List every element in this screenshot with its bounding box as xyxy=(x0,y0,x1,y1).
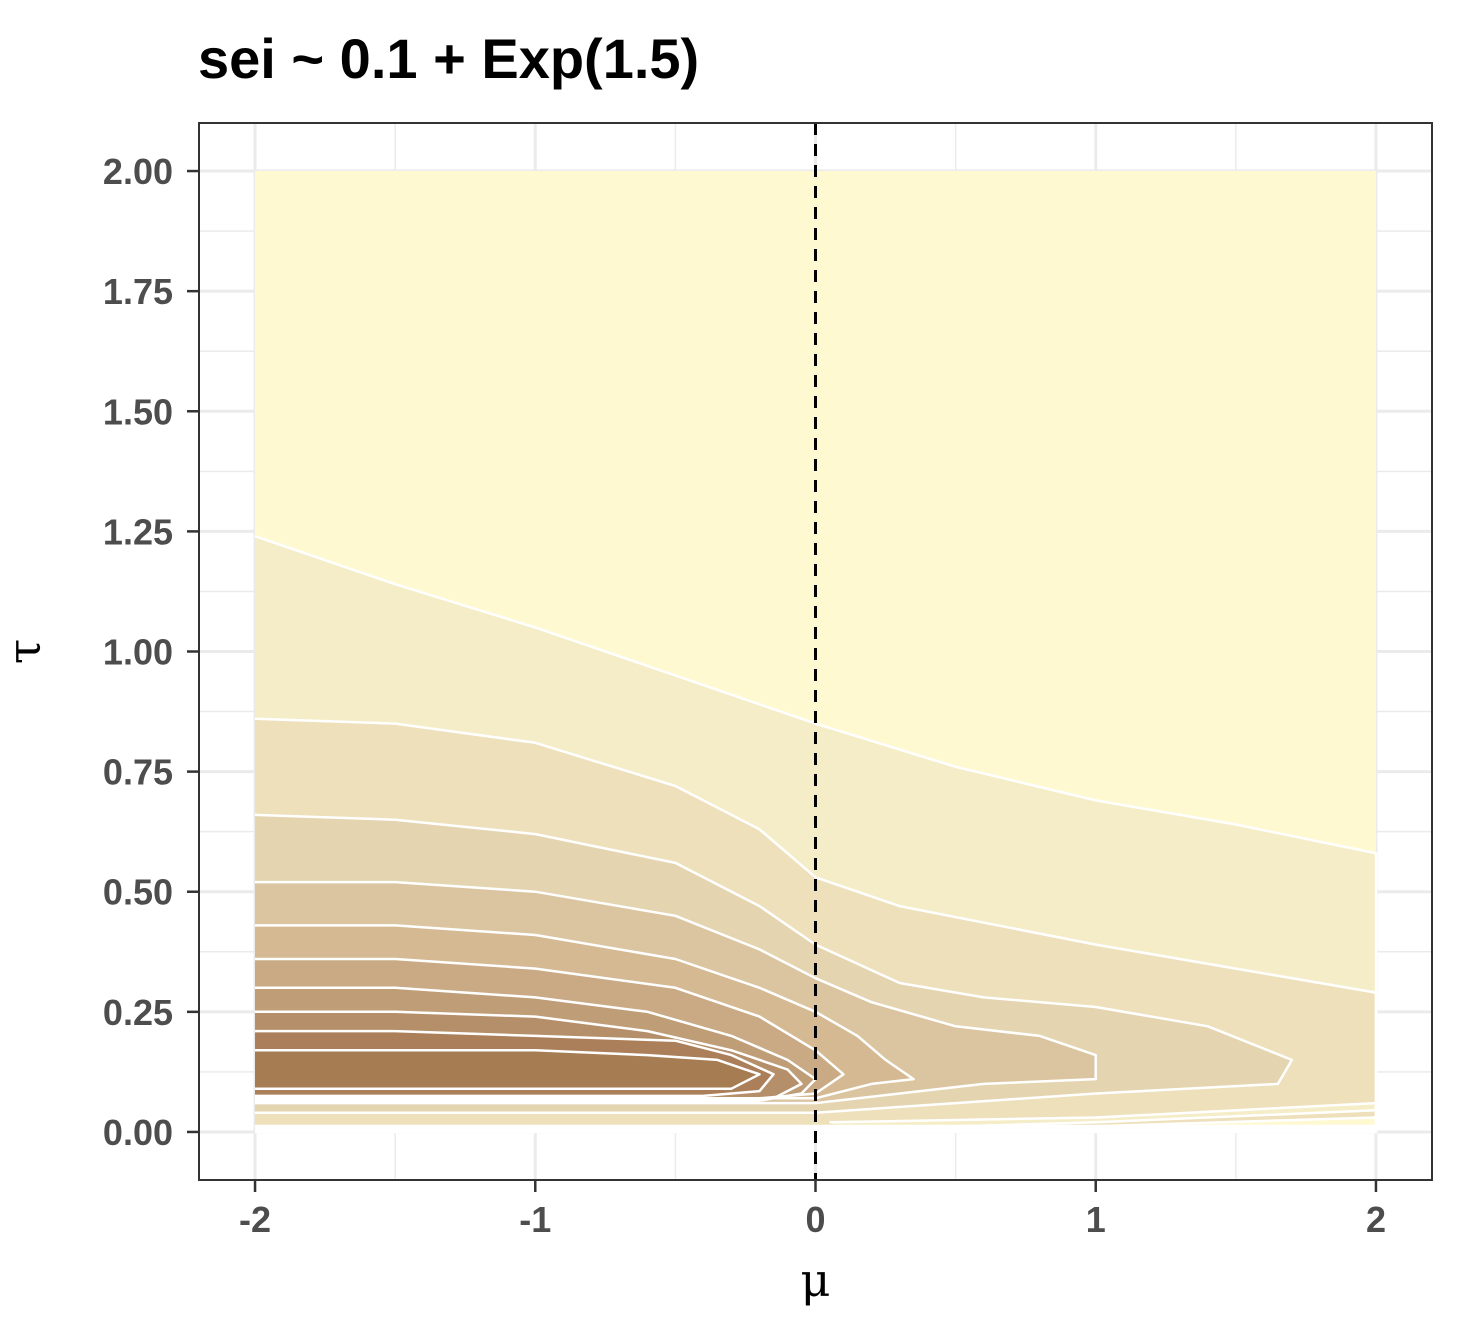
x-tick-label: -1 xyxy=(519,1199,551,1240)
y-tick-label: 1.25 xyxy=(103,511,173,552)
contour-line-10 xyxy=(255,1049,761,1090)
contour-line-5 xyxy=(255,924,915,1100)
contour-region-10 xyxy=(255,1050,760,1089)
y-tick-label: 1.50 xyxy=(103,391,173,432)
contour-line-bottom-1 xyxy=(871,1116,1378,1131)
contour-band-bottom-0 xyxy=(829,1103,1376,1130)
x-tick-label: 0 xyxy=(805,1199,825,1240)
contour-zero-strip xyxy=(255,1124,1376,1132)
y-tick-label: 1.00 xyxy=(103,632,173,673)
axis-ticks: -2 -1 0 1 2 0.00 0.25 0.50 0.75 1.00 1.25 1.50 1.75 2… xyxy=(103,151,1386,1240)
x-tick-label: -2 xyxy=(239,1199,271,1240)
contour-line-2 xyxy=(254,717,1378,1134)
chart-title: sei ~ 0.1 + Exp(1.5) xyxy=(198,27,699,90)
contour-line-3 xyxy=(254,813,1294,1114)
y-axis-label: τ xyxy=(0,639,51,664)
y-tick-label: 0.50 xyxy=(103,872,173,913)
x-tick-label: 1 xyxy=(1086,1199,1106,1240)
x-axis-label: μ xyxy=(801,1253,831,1307)
contour-line-9 xyxy=(255,1029,775,1098)
y-tick-label: 0.75 xyxy=(103,752,173,793)
contour-line-8 xyxy=(255,1010,803,1100)
x-tick-label: 2 xyxy=(1366,1199,1386,1240)
y-tick-label: 0.00 xyxy=(103,1112,173,1153)
y-tick-label: 2.00 xyxy=(103,151,173,192)
contour-line-1 xyxy=(254,535,1378,1134)
contour-line-4 xyxy=(255,880,1097,1105)
contour-lines xyxy=(254,535,1378,1134)
contour-line-bottom-0 xyxy=(829,1101,1378,1131)
y-tick-label: 0.25 xyxy=(103,992,173,1033)
contour-line-7 xyxy=(255,986,817,1102)
y-tick-label: 1.75 xyxy=(103,271,173,312)
